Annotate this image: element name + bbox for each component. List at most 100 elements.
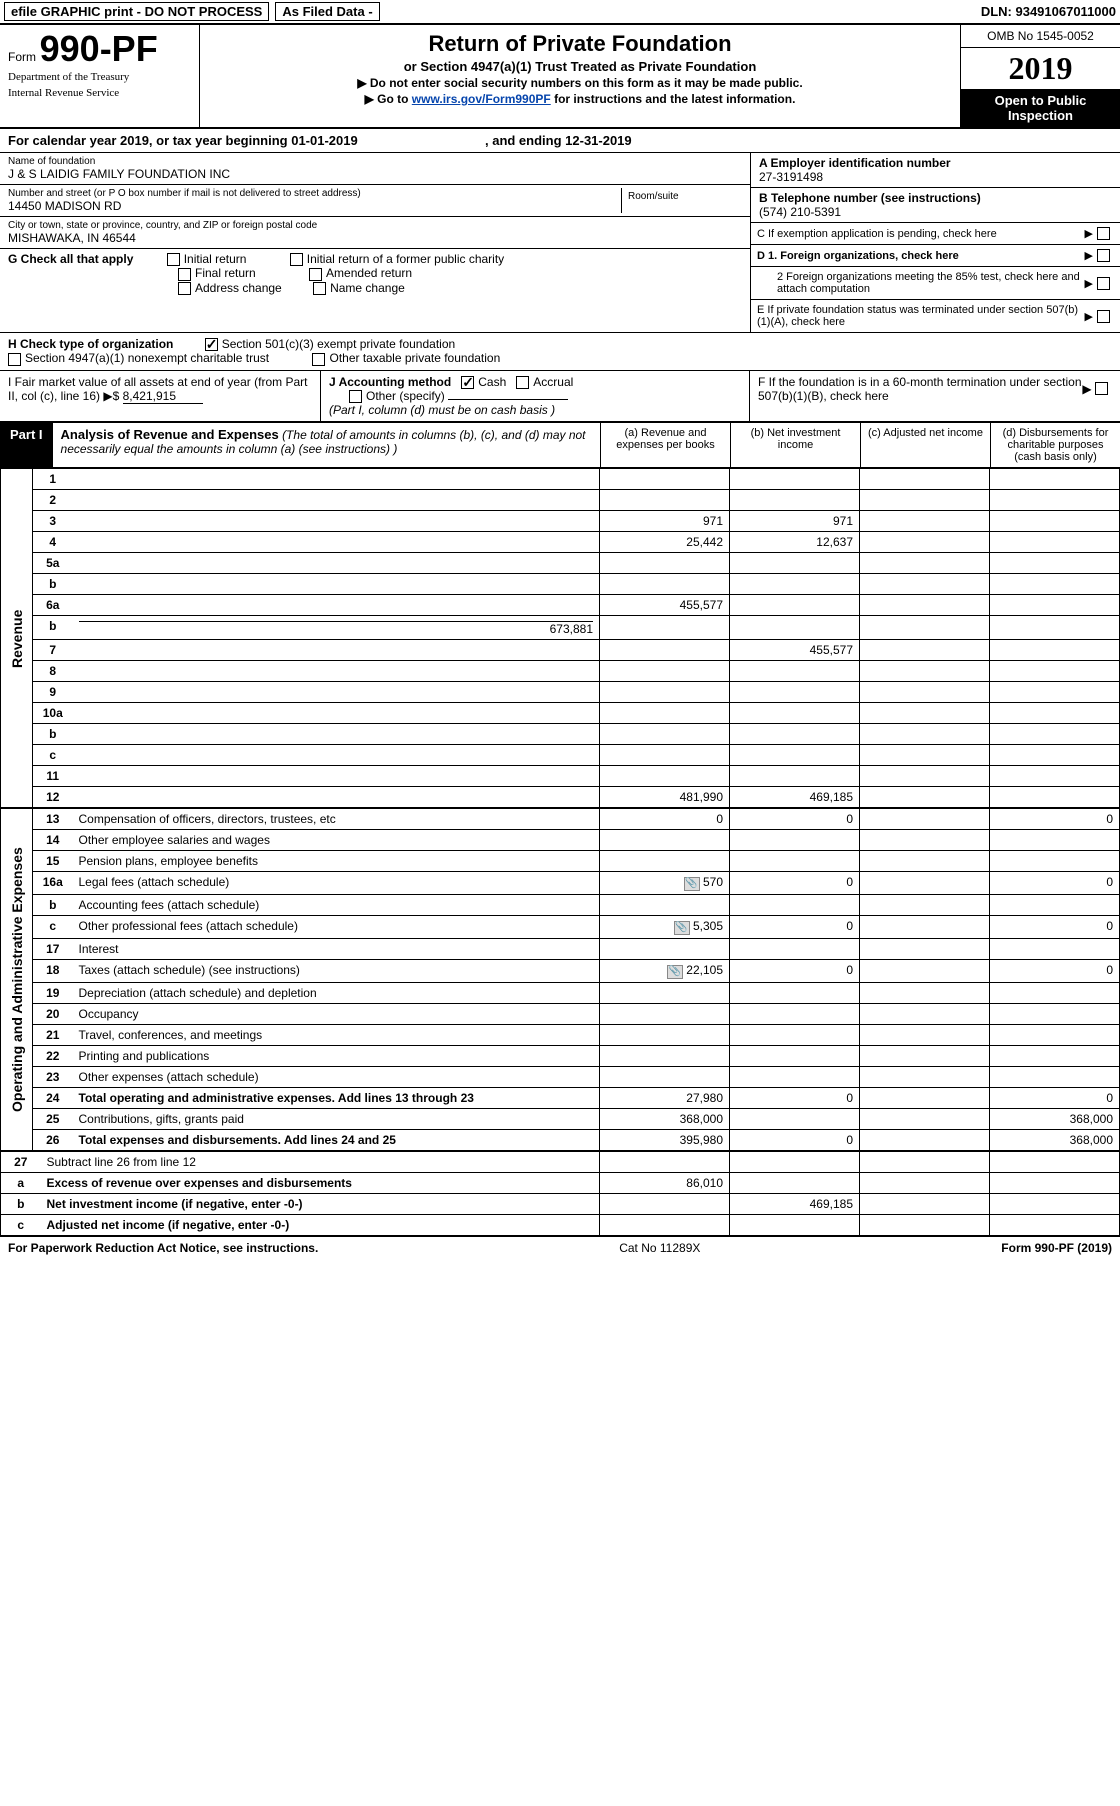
line27-table: 27Subtract line 26 from line 12aExcess o… <box>0 1151 1120 1236</box>
col-b-value: 0 <box>730 1088 860 1109</box>
col-b-value <box>730 1173 860 1194</box>
col-c-value <box>860 809 990 830</box>
line-desc: Other professional fees (attach schedule… <box>73 916 600 939</box>
col-d-value <box>990 830 1120 851</box>
col-c-value <box>860 1109 990 1130</box>
col-a-value <box>600 895 730 916</box>
line-desc <box>73 724 600 745</box>
cb-d2[interactable] <box>1097 277 1110 290</box>
table-row: 23Other expenses (attach schedule) <box>1 1067 1120 1088</box>
c-check: C If exemption application is pending, c… <box>751 223 1120 245</box>
col-c-value <box>860 703 990 724</box>
line-desc: Depreciation (attach schedule) and deple… <box>73 983 600 1004</box>
cb-amended-return[interactable] <box>309 268 322 281</box>
col-b-value <box>730 1215 860 1236</box>
cb-initial-return[interactable] <box>167 253 180 266</box>
table-row: 12481,990469,185 <box>1 787 1120 808</box>
col-d-value: 368,000 <box>990 1130 1120 1151</box>
col-a-value <box>600 724 730 745</box>
cb-d1[interactable] <box>1097 249 1110 262</box>
col-b-value: 0 <box>730 809 860 830</box>
col-a-value: 395,980 <box>600 1130 730 1151</box>
cb-c[interactable] <box>1097 227 1110 240</box>
table-row: Operating and Administrative Expenses13C… <box>1 809 1120 830</box>
line-number: 7 <box>33 640 73 661</box>
col-d-value <box>990 1173 1120 1194</box>
side-label: Revenue <box>1 469 33 808</box>
fmv-value: 8,421,915 <box>123 389 203 404</box>
line-number: 25 <box>33 1109 73 1130</box>
col-a-value: 86,010 <box>600 1173 730 1194</box>
cb-name-change[interactable] <box>313 282 326 295</box>
col-b-value <box>730 1152 860 1173</box>
name-cell: Name of foundation J & S LAIDIG FAMILY F… <box>0 153 750 185</box>
col-a-value <box>600 851 730 872</box>
cb-e[interactable] <box>1097 310 1110 323</box>
cb-other-taxable[interactable] <box>312 353 325 366</box>
h-row: H Check type of organization Section 501… <box>0 333 1120 371</box>
col-a-value <box>600 1194 730 1215</box>
line-desc: Legal fees (attach schedule) <box>73 872 600 895</box>
line-number: 17 <box>33 939 73 960</box>
line-desc <box>73 745 600 766</box>
col-c-value <box>860 640 990 661</box>
col-a-value <box>600 1004 730 1025</box>
col-c-value <box>860 1173 990 1194</box>
cb-other-method[interactable] <box>349 390 362 403</box>
col-b-value <box>730 595 860 616</box>
cb-f[interactable] <box>1095 382 1108 395</box>
cb-accrual[interactable] <box>516 376 529 389</box>
line-number: 12 <box>33 787 73 808</box>
col-c-value <box>860 895 990 916</box>
col-b-value <box>730 469 860 490</box>
col-c-value <box>860 469 990 490</box>
col-b-value <box>730 724 860 745</box>
col-a-value <box>600 830 730 851</box>
col-a-value <box>600 574 730 595</box>
line-number: 2 <box>33 490 73 511</box>
col-a-value: 27,980 <box>600 1088 730 1109</box>
col-a-value <box>600 1067 730 1088</box>
col-d-value <box>990 532 1120 553</box>
form-header: Form 990-PF Department of the Treasury I… <box>0 25 1120 129</box>
col-c-value <box>860 724 990 745</box>
col-a-value <box>600 1025 730 1046</box>
col-d-value <box>990 1004 1120 1025</box>
table-row: 10a <box>1 703 1120 724</box>
attach-icon[interactable]: 📎 <box>674 921 690 935</box>
attach-icon[interactable]: 📎 <box>684 877 700 891</box>
cb-cash[interactable] <box>461 376 474 389</box>
cb-4947[interactable] <box>8 353 21 366</box>
line-desc: Taxes (attach schedule) (see instruction… <box>73 960 600 983</box>
header-mid: Return of Private Foundation or Section … <box>200 25 960 127</box>
cb-501c3[interactable] <box>205 338 218 351</box>
col-d-value <box>990 595 1120 616</box>
cb-address-change[interactable] <box>178 282 191 295</box>
col-c-value <box>860 872 990 895</box>
line-desc: Subtract line 26 from line 12 <box>41 1152 600 1173</box>
part-title: Analysis of Revenue and Expenses (The to… <box>53 423 600 467</box>
col-b-value <box>730 703 860 724</box>
col-c-value <box>860 745 990 766</box>
line-number: 21 <box>33 1025 73 1046</box>
col-a-value <box>600 661 730 682</box>
line-number: 26 <box>33 1130 73 1151</box>
line-desc: Total operating and administrative expen… <box>73 1088 600 1109</box>
irs-link[interactable]: www.irs.gov/Form990PF <box>412 92 551 106</box>
table-row: 20Occupancy <box>1 1004 1120 1025</box>
col-c-value <box>860 1194 990 1215</box>
col-d-value <box>990 511 1120 532</box>
col-c-value <box>860 851 990 872</box>
cb-final-return[interactable] <box>178 268 191 281</box>
line-desc: Excess of revenue over expenses and disb… <box>41 1173 600 1194</box>
table-row: b <box>1 574 1120 595</box>
col-a-value <box>600 469 730 490</box>
col-c-value <box>860 1025 990 1046</box>
table-row: 8 <box>1 661 1120 682</box>
line-desc <box>73 703 600 724</box>
cb-initial-former[interactable] <box>290 253 303 266</box>
dept-line-1: Department of the Treasury <box>8 71 191 83</box>
col-c-value <box>860 490 990 511</box>
attach-icon[interactable]: 📎 <box>667 965 683 979</box>
col-c-value <box>860 682 990 703</box>
